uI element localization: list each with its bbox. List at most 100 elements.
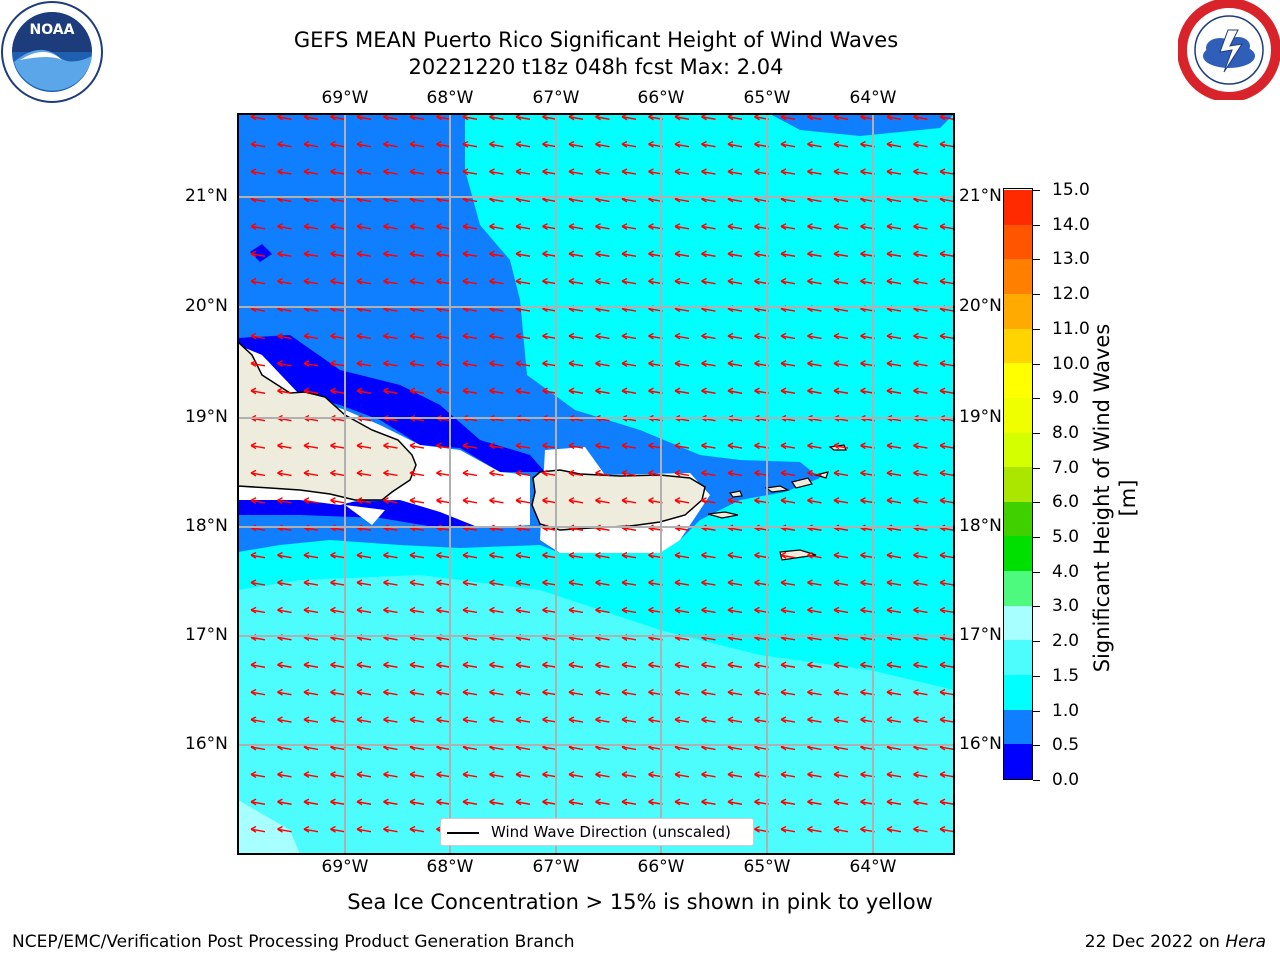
colorbar-tick-label: 10.0 [1052,353,1090,374]
wave-direction-arrow [250,718,266,723]
wave-direction-arrowhead [303,469,310,477]
wave-direction-arrowhead [356,825,363,833]
wave-direction-arrow [621,609,637,614]
wave-direction-arrowhead [780,825,787,833]
wave-direction-arrowhead [621,332,628,340]
wave-direction-arrow [489,472,504,477]
wave-direction-arrowhead [462,387,469,395]
wave-direction-arrowhead [595,277,601,285]
colorbar-tick [1033,710,1040,712]
wave-direction-arrowhead [648,688,654,696]
wave-direction-arrow [886,691,902,696]
wave-direction-arrowhead [754,469,760,477]
wave-direction-arrowhead [462,716,469,724]
wave-direction-arrowhead [542,771,548,778]
wave-direction-arrow [833,225,849,230]
wave-direction-arrow [674,773,690,778]
wave-direction-arrowhead [701,469,707,477]
wave-direction-arrowhead [807,579,813,587]
wave-direction-arrow [356,773,372,778]
wave-direction-arrow [303,828,319,833]
colorbar-tick [1033,675,1040,677]
wave-direction-arrowhead [436,661,442,669]
wave-direction-arrow [886,554,902,559]
wave-direction-arrow [250,335,266,340]
wave-direction-arrowhead [489,688,495,696]
wave-direction-arrow [303,581,319,586]
wave-direction-arrowhead [674,223,681,230]
wave-direction-arrowhead [277,497,283,504]
wave-direction-arrowhead [330,661,336,669]
wave-direction-arrowhead [595,168,601,176]
wave-direction-arrow [515,718,531,723]
wave-direction-arrowhead [807,223,813,230]
wave-direction-arrowhead [780,497,787,504]
wave-direction-arrow [595,335,610,340]
wave-direction-arrowhead [303,661,310,669]
wave-direction-arrow [409,718,425,723]
wave-direction-arrow [568,390,584,394]
wave-direction-arrow [568,691,584,696]
wave-direction-arrowhead [303,168,310,176]
map-legend: Wind Wave Direction (unscaled) [440,818,754,846]
wave-direction-arrowhead [780,442,787,450]
wave-direction-arrow [462,362,478,367]
wave-direction-arrow [277,143,292,148]
wave-direction-arrow [621,362,637,367]
wave-direction-arrowhead [621,168,628,176]
wave-direction-arrowhead [356,606,363,614]
wave-direction-arrow [621,307,637,312]
wave-direction-arrow [489,801,504,805]
wave-direction-arrow [913,170,928,175]
wave-direction-arrowhead [356,250,363,258]
wave-direction-arrowhead [833,442,840,450]
wave-direction-arrow [462,527,478,531]
wave-direction-arrowhead [542,551,548,559]
wave-direction-arrowhead [436,688,442,696]
wave-direction-arrow [409,746,425,751]
wave-direction-arrowhead [860,360,866,367]
wave-direction-arrow [913,362,928,367]
wave-direction-arrowhead [727,497,734,504]
wave-direction-arrowhead [250,825,257,833]
wave-direction-arrow [674,472,690,477]
colorbar-tick-label: 9.0 [1052,388,1080,409]
wave-direction-arrowhead [356,579,363,587]
wave-direction-arrow [383,444,398,449]
wave-direction-arrow [330,581,345,586]
wave-direction-arrowhead [833,168,840,176]
wave-direction-arrowhead [356,551,363,559]
wave-direction-arrowhead [250,168,257,176]
wave-direction-arrowhead [489,442,495,450]
wave-direction-arrowhead [409,469,416,477]
wave-direction-arrowhead [250,716,257,724]
wave-direction-arrowhead [595,387,601,395]
wave-direction-arrow [939,143,954,148]
wave-direction-arrow [568,444,584,449]
wave-direction-arrow [833,581,849,586]
wave-field-0p5-south [238,500,475,528]
wave-direction-arrow [727,472,743,477]
wave-direction-arrowhead [436,387,442,395]
wave-direction-arrow [701,362,716,367]
wave-direction-arrowhead [277,688,283,696]
wave-direction-arrow [277,362,292,367]
wave-direction-arrowhead [489,579,495,587]
wave-direction-arrowhead [462,250,469,258]
wave-direction-arrowhead [807,140,813,148]
wave-direction-arrow [409,143,425,148]
wave-direction-arrowhead [780,579,787,587]
wave-direction-arrow [674,746,690,751]
wave-direction-arrow [886,581,902,586]
wave-direction-arrow [674,280,690,285]
colorbar-tick-label: 15.0 [1052,180,1090,200]
wave-direction-arrowhead [913,469,919,477]
wave-direction-arrowhead [462,140,469,148]
wave-direction-arrow [807,472,822,477]
wave-direction-arrow [462,170,478,175]
wave-direction-arrow [409,198,425,203]
wave-direction-arrowhead [621,771,628,778]
wave-direction-arrowhead [250,661,257,669]
wave-field-1p0-top [770,114,954,136]
wave-direction-arrow [595,198,610,203]
